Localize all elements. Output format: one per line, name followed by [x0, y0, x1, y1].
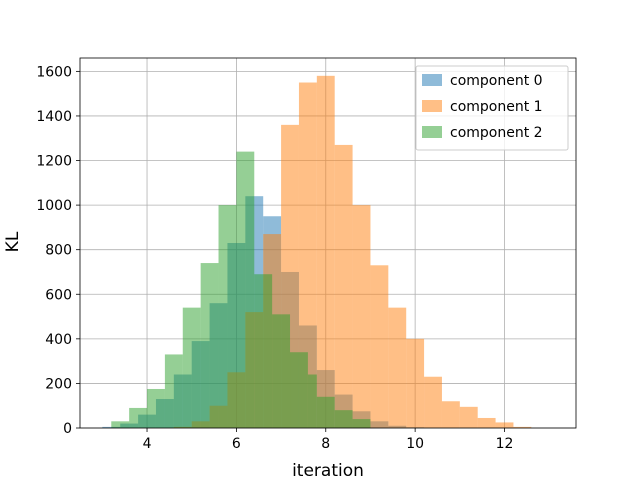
y-tick-label: 1200 [36, 154, 72, 170]
legend-swatch [422, 126, 442, 138]
histogram-bar [352, 205, 371, 428]
legend-label: component 1 [450, 99, 543, 115]
x-tick-label: 8 [321, 436, 330, 452]
legend-label: component 0 [450, 73, 543, 89]
x-tick-label: 6 [232, 436, 241, 452]
legend-swatch [422, 100, 442, 112]
y-axis: 0 200 400 600 800 1000 1200 1400 1600 [36, 64, 80, 437]
histogram-bar [236, 151, 255, 429]
histogram-bar [111, 421, 130, 428]
histogram-bar [406, 338, 425, 428]
x-axis: 4 6 8 10 12 [143, 428, 514, 452]
x-tick-label: 10 [406, 436, 424, 452]
histogram-bar [200, 263, 219, 428]
plot-frame [79, 57, 577, 429]
histogram-bar [441, 401, 460, 428]
histogram-bar [298, 82, 317, 429]
histogram-bar [290, 352, 308, 428]
histogram-bar [477, 417, 496, 428]
y-tick-label: 600 [45, 287, 72, 303]
histogram-bar [147, 388, 165, 428]
histogram-bar [370, 265, 389, 428]
histogram-bars [102, 75, 532, 429]
legend: component 0 component 1 component 2 [415, 65, 569, 151]
legend-box [415, 65, 569, 151]
y-tick-label: 1600 [36, 64, 72, 80]
series-2-bars [111, 151, 371, 429]
histogram-bar [218, 205, 237, 428]
y-tick-label: 1400 [36, 109, 72, 125]
histogram-bar [307, 374, 317, 428]
legend-label: component 2 [450, 125, 543, 141]
histogram-bar [334, 410, 353, 428]
histogram-bar [334, 144, 353, 428]
histogram-bar [424, 376, 442, 428]
legend-swatch [422, 74, 442, 86]
histogram-bar [272, 314, 291, 428]
histogram-bar [495, 422, 514, 428]
histogram-bar [316, 396, 335, 428]
y-tick-label: 200 [45, 376, 72, 392]
y-tick-label: 0 [63, 421, 72, 437]
histogram-bar [164, 354, 183, 428]
histogram-bar [388, 307, 407, 428]
y-axis-label: KL [3, 231, 23, 252]
y-tick-label: 800 [45, 243, 72, 259]
x-tick-label: 12 [496, 436, 514, 452]
y-tick-label: 1000 [36, 198, 72, 214]
histogram-bar [513, 426, 532, 428]
y-tick-label: 400 [45, 332, 72, 348]
histogram-bar [316, 75, 335, 428]
histogram-bar [129, 407, 148, 428]
x-axis-label: iteration [292, 461, 364, 480]
histogram-bar [254, 274, 273, 428]
histogram-bar [352, 419, 371, 428]
histogram-bar [459, 406, 478, 428]
histogram-bar [182, 307, 201, 428]
x-tick-label: 4 [143, 436, 152, 452]
